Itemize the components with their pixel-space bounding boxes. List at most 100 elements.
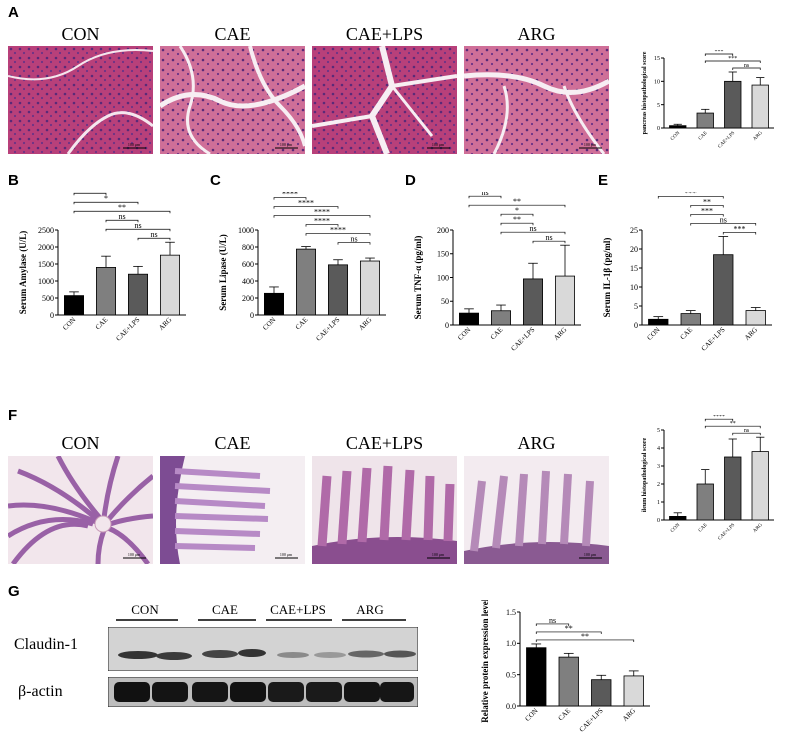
significance-bracket xyxy=(73,201,139,205)
x-tick-label: CAE xyxy=(698,523,709,534)
bar-cae xyxy=(491,310,512,326)
y-tick-label: 25 xyxy=(630,226,638,235)
significance-label: * xyxy=(515,206,519,215)
significance-label: ns xyxy=(744,63,750,69)
y-tick-label: 5 xyxy=(657,428,660,434)
blot-label-cae: CAE xyxy=(212,602,238,617)
y-tick-label: 1 xyxy=(657,500,660,506)
y-tick-label: 2500 xyxy=(38,226,54,235)
scale-bar-label: 100 μm xyxy=(128,142,141,147)
x-tick-label: CAE xyxy=(294,316,310,332)
y-tick-label: 100 xyxy=(437,273,449,282)
y-tick-label: 0 xyxy=(657,126,660,132)
x-tick-label: ARG xyxy=(743,326,759,342)
bar-cae-lps xyxy=(724,80,742,129)
pancreas-micrograph-cae-lps: 100 μm xyxy=(312,46,457,154)
significance-bracket xyxy=(73,192,107,196)
significance-label: **** xyxy=(314,208,330,217)
blot-group-underlines xyxy=(116,619,406,621)
bar-cae-lps xyxy=(724,456,742,521)
y-axis-label: ileum histopathological score xyxy=(642,438,648,513)
significance-label: ns xyxy=(134,221,141,230)
micrograph-a-label-con: CON xyxy=(61,24,100,44)
x-tick-label: ARG xyxy=(157,316,173,332)
x-tick-label: CAE+LPS xyxy=(510,326,537,352)
scale-bar-label: 100 μm xyxy=(280,552,293,557)
panel-letter-g: G xyxy=(8,583,20,600)
y-tick-label: 15 xyxy=(630,264,638,273)
blot-label-cae-lps: CAE+LPS xyxy=(270,602,326,617)
band-label-claudin-1: Claudin-1 xyxy=(14,636,78,653)
bar-arg xyxy=(745,310,766,326)
y-tick-label: 2 xyxy=(657,482,660,488)
pancreas-micrograph-arg: 100 μm xyxy=(464,46,609,154)
chart-serum-lipase: 0 200 400 600 800 1000 Serum Lipase (U/L) CON CA… xyxy=(218,192,386,343)
significance-bracket xyxy=(500,231,566,235)
significance-label: **** xyxy=(713,415,725,420)
x-tick-label: ARG xyxy=(753,523,764,534)
significance-bracket xyxy=(722,232,757,235)
x-tick-label: CON xyxy=(646,326,662,342)
significance-bracket xyxy=(704,53,734,56)
significance-bracket xyxy=(468,204,566,208)
bar-con xyxy=(264,292,285,316)
y-tick-label: 0 xyxy=(634,321,638,330)
y-tick-label: 0 xyxy=(250,311,254,320)
significance-bracket xyxy=(500,222,534,226)
bar-cae xyxy=(296,248,317,316)
significance-bracket xyxy=(305,224,339,227)
bar-cae-lps xyxy=(591,679,612,707)
scale-bar-label: 100 μm xyxy=(584,552,597,557)
significance-bracket xyxy=(704,60,761,63)
x-tick-label: CON xyxy=(61,316,77,332)
micrograph-f-label-cae: CAE xyxy=(214,433,251,453)
significance-label: ns xyxy=(549,616,556,625)
claudin-1-blot xyxy=(108,627,418,671)
significance-bracket xyxy=(535,631,602,634)
ileum-micrograph-con: 100 μm xyxy=(8,456,153,564)
micrograph-a-label-cae-lps: CAE+LPS xyxy=(345,24,424,44)
x-tick-label: CAE+LPS xyxy=(578,707,605,734)
significance-label: **** xyxy=(314,217,330,226)
micrograph-a-label-arg: ARG xyxy=(517,24,556,44)
bar-cae-lps xyxy=(328,264,349,316)
bar-cae xyxy=(96,267,117,316)
y-tick-label: 0 xyxy=(657,518,660,524)
y-tick-label: 1.0 xyxy=(506,639,516,648)
significance-label: *** xyxy=(685,192,697,197)
significance-bracket xyxy=(500,213,534,217)
significance-bracket xyxy=(105,219,139,223)
bar-arg xyxy=(751,84,769,129)
significance-bracket xyxy=(704,418,734,422)
bar-arg xyxy=(751,451,769,521)
blot-label-arg: ARG xyxy=(356,602,384,617)
y-tick-label: 1.5 xyxy=(506,608,516,617)
chart-serum-il-1beta: 0 5 10 15 20 25 Serum IL-1β (pg/ml) CON CAE CAE+L… xyxy=(602,192,772,352)
panel-letter-e: E xyxy=(598,172,609,189)
bar-cae xyxy=(696,483,714,521)
bar-arg xyxy=(359,260,380,316)
scale-bar-label: 100 μm xyxy=(432,552,445,557)
y-axis-label: Serum IL-1β (pg/ml) xyxy=(602,238,612,318)
chart-pancreas-score: 0 5 10 15 pancreas histopathological score CO… xyxy=(642,50,774,150)
x-tick-label: CON xyxy=(670,523,681,534)
significance-label: **** xyxy=(330,226,346,235)
significance-bracket xyxy=(105,228,171,232)
significance-bracket xyxy=(273,206,339,209)
bar-con xyxy=(64,295,85,316)
x-tick-label: CAE+LPS xyxy=(315,316,342,343)
chart-ileum-score: 0 1 2 3 4 5 ileum histopathological score CON CA… xyxy=(642,415,774,542)
significance-label: ns xyxy=(529,224,536,233)
significance-label: ** xyxy=(118,203,126,212)
bar-arg xyxy=(159,254,180,316)
y-tick-label: 50 xyxy=(441,297,449,306)
significance-bracket xyxy=(535,639,635,642)
chart-serum-tnf-alpha: 0 50 100 150 200 Serum TNF-α (pg/ml) CON CAE CAE… xyxy=(413,192,581,352)
y-tick-label: 1000 xyxy=(38,277,54,286)
x-tick-label: CON xyxy=(524,707,540,723)
chart-serum-amylase: 0 500 1000 1500 2000 2500 Serum Amylase (U/L) C… xyxy=(18,192,186,343)
band-label-beta-actin: β-actin xyxy=(18,683,63,700)
pancreas-micrograph-con: 100 μm xyxy=(8,46,153,154)
ileum-micrograph-cae-lps: 100 μm xyxy=(312,456,457,564)
x-tick-label: ARG xyxy=(621,707,637,723)
